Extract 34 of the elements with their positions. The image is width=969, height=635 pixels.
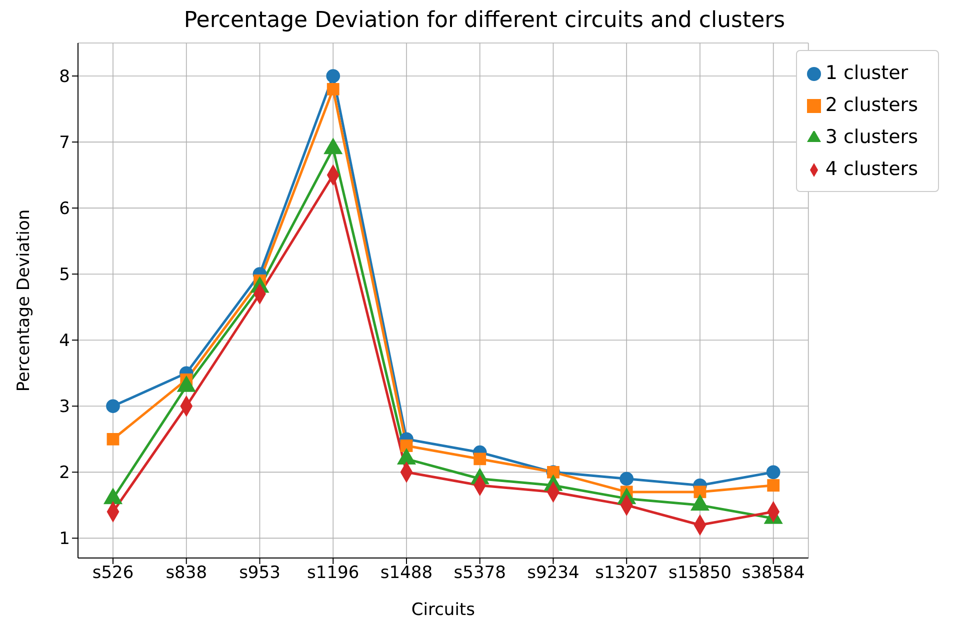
x-tick-label: s1488: [380, 563, 433, 584]
point: [620, 472, 634, 486]
point: [326, 69, 340, 83]
y-tick-label: 7: [59, 133, 70, 154]
y-tick-label: 5: [59, 265, 70, 286]
legend-label: 2 clusters: [825, 94, 918, 116]
point: [326, 83, 340, 96]
y-axis-title: Percentage Deviation: [14, 209, 34, 392]
x-tick-label: s15850: [668, 563, 732, 584]
point: [400, 440, 413, 452]
point: [767, 479, 780, 492]
x-tick-label: s13207: [595, 563, 658, 584]
x-tick-label: s838: [166, 563, 208, 584]
point: [106, 432, 120, 446]
y-tick-label: 6: [59, 199, 70, 220]
y-tick-label: 3: [59, 397, 70, 418]
y-tick-label: 2: [59, 463, 70, 484]
point: [766, 465, 780, 480]
x-tick-label: s953: [239, 563, 280, 584]
x-axis-title: Circuits: [411, 600, 476, 620]
legend-label: 1 cluster: [825, 62, 908, 84]
x-tick-label: s5378: [454, 563, 506, 584]
legend-label: 3 clusters: [825, 126, 918, 148]
y-tick-label: 4: [59, 331, 70, 352]
x-tick-label: s38584: [742, 563, 805, 584]
point: [474, 452, 486, 466]
y-tick-label: 1: [59, 529, 70, 550]
chart-title: Percentage Deviation for different circuits and clusters: [182, 8, 786, 35]
x-tick-label: s9234: [527, 563, 580, 584]
point: [106, 399, 120, 414]
x-tick-label: s526: [92, 563, 134, 584]
legend-label: 4 clusters: [825, 158, 918, 180]
x-tick-label: s1196: [307, 563, 360, 584]
y-tick-label: 8: [59, 67, 70, 88]
